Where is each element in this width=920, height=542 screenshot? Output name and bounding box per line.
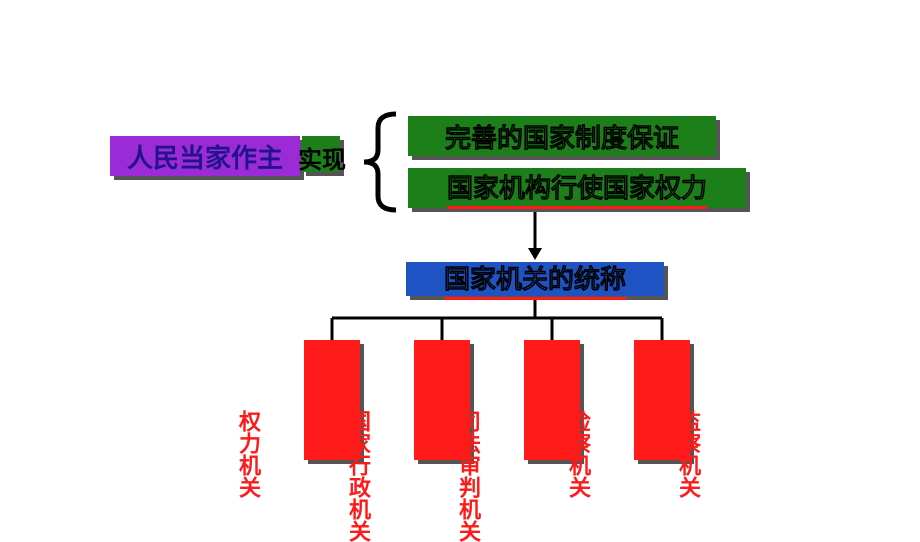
center-blue-label: 国家机关的统称 bbox=[444, 259, 626, 300]
root-node-label: 人民当家作主 bbox=[127, 138, 283, 175]
leaf-label: 检察机关 bbox=[562, 410, 594, 498]
branch-top-label: 完善的国家制度保证 bbox=[445, 118, 679, 155]
leaf-label: 司法审判机关 bbox=[452, 410, 484, 542]
root-node: 人民当家作主 bbox=[110, 136, 300, 176]
branch-bottom-label: 国家机构行使国家权力 bbox=[447, 168, 707, 209]
branch-top-box: 完善的国家制度保证 bbox=[408, 116, 716, 156]
leaf-label: 国家行政机关 bbox=[342, 410, 374, 542]
leaf-label: 权力机关 bbox=[232, 410, 264, 498]
branch-bottom-box: 国家机构行使国家权力 bbox=[408, 168, 746, 208]
center-blue-box: 国家机关的统称 bbox=[406, 262, 664, 296]
leaf-label: 监察机关 bbox=[672, 410, 704, 498]
connector-label: 实现 bbox=[298, 140, 346, 175]
